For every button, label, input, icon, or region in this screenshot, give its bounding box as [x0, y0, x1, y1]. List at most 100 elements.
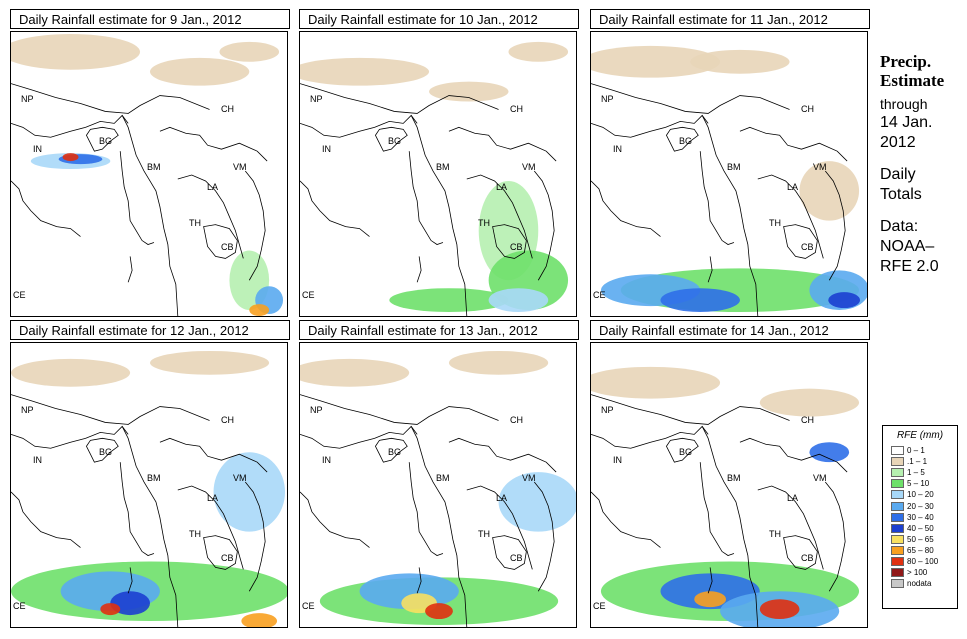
legend-swatch [891, 579, 904, 589]
caption-heading-1: Precip. [880, 52, 932, 71]
rainfall-area [11, 33, 141, 70]
country-label: BG [388, 136, 402, 146]
legend-label: nodata [907, 579, 932, 589]
country-border [300, 394, 499, 425]
country-border [159, 437, 268, 473]
country-label: IN [613, 455, 622, 465]
legend-label: 10 – 20 [907, 490, 934, 500]
country-border [824, 481, 846, 592]
country-label: BM [436, 473, 450, 483]
country-label: CB [801, 242, 814, 252]
panel-title: Daily Rainfall estimate for 13 Jan., 201… [299, 320, 579, 340]
rainfall-area [591, 366, 721, 399]
country-border [492, 535, 527, 570]
rainfall-map: NP CH IN BG BM VM LA TH CB CE [299, 31, 577, 317]
country-border [492, 224, 527, 259]
caption-data-1: Data: [880, 218, 919, 235]
country-label: CB [801, 553, 814, 563]
legend-item: 80 – 100 [883, 556, 957, 567]
rainfall-area [213, 452, 286, 532]
caption-data-3: RFE 2.0 [880, 258, 939, 275]
country-label: TH [478, 218, 490, 228]
rainfall-panel-3: Daily Rainfall estimate for 11 Jan., 201… [590, 9, 870, 317]
rainfall-area [591, 45, 721, 78]
country-border [783, 535, 818, 570]
country-border [665, 437, 699, 463]
country-border [11, 394, 210, 425]
country-label: CB [221, 242, 234, 252]
legend-swatch [891, 490, 904, 500]
country-border [757, 174, 824, 259]
country-border [11, 83, 210, 114]
country-border [408, 151, 444, 245]
rainfall-panel-2: Daily Rainfall estimate for 10 Jan., 201… [299, 9, 579, 317]
legend-item: 50 – 65 [883, 534, 957, 545]
country-border [739, 437, 848, 473]
country-border [824, 170, 846, 281]
map-canvas [300, 41, 569, 316]
country-label: LA [787, 493, 799, 503]
country-border [300, 180, 370, 237]
map-canvas [11, 33, 284, 316]
caption-daily-1: Daily [880, 166, 916, 183]
country-label: BM [147, 473, 161, 483]
rainfall-area [300, 57, 430, 86]
legend-swatch [891, 556, 904, 566]
country-label: TH [478, 529, 490, 539]
country-label: BG [99, 447, 113, 457]
country-border [757, 485, 824, 570]
rainfall-area [100, 603, 121, 616]
country-border [177, 485, 244, 570]
country-border [591, 491, 661, 548]
country-label: CB [510, 553, 523, 563]
country-label: IN [613, 144, 622, 154]
country-label: LA [496, 182, 508, 192]
country-border [701, 115, 759, 316]
rainfall-area [219, 41, 280, 62]
country-border [244, 481, 266, 592]
rainfall-map: NP CH IN BG BM VM LA TH CB CE [590, 31, 868, 317]
country-label: CE [593, 290, 606, 300]
country-label: LA [787, 182, 799, 192]
rainfall-map: NP CH IN BG BM VM LA TH CB CE [10, 31, 288, 317]
legend-label: 50 – 65 [907, 534, 934, 544]
country-label: NP [601, 405, 614, 415]
legend-label: 5 – 10 [907, 479, 930, 489]
country-label: CH [221, 104, 234, 114]
legend-swatch [891, 512, 904, 522]
rainfall-map: NP CH IN BG BM VM LA TH CB CE [10, 342, 288, 628]
country-border [533, 481, 555, 592]
legend-label: 40 – 50 [907, 523, 934, 533]
country-label: NP [310, 94, 323, 104]
rainfall-area [429, 81, 509, 102]
country-border [159, 126, 268, 162]
legend-item: .1 – 1 [883, 456, 957, 467]
legend-item: 5 – 10 [883, 478, 957, 489]
rainfall-area [110, 591, 150, 616]
legend-swatch [891, 446, 904, 456]
rainfall-area [300, 358, 410, 387]
country-border [11, 114, 129, 138]
country-label: VM [233, 473, 247, 483]
country-border [410, 426, 468, 627]
legend-label: .1 – 1 [907, 457, 928, 467]
legend-label: 1 – 5 [907, 468, 925, 478]
country-label: BM [727, 473, 741, 483]
country-border [119, 462, 155, 556]
country-label: NP [21, 94, 34, 104]
country-border [203, 224, 238, 259]
country-label: CH [221, 415, 234, 425]
country-label: VM [522, 473, 536, 483]
legend-item: 1 – 5 [883, 467, 957, 478]
legend-label: 30 – 40 [907, 512, 934, 522]
rainfall-area [241, 613, 278, 627]
country-label: NP [310, 405, 323, 415]
rainfall-area [11, 358, 131, 387]
country-border [466, 174, 533, 259]
legend-swatch [891, 457, 904, 467]
country-border [374, 126, 408, 152]
country-label: TH [189, 218, 201, 228]
country-label: CE [302, 601, 315, 611]
rainfall-area [759, 599, 800, 620]
country-border [121, 426, 179, 627]
